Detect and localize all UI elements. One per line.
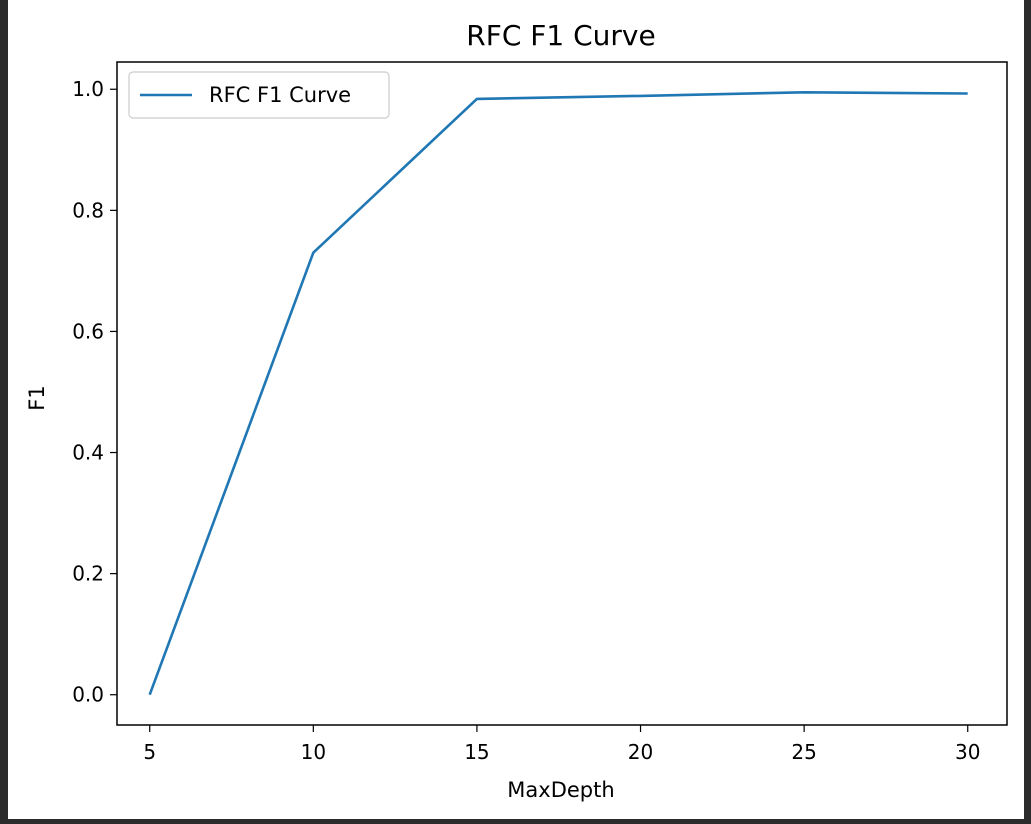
x-axis-label: MaxDepth [507, 778, 614, 802]
plot-area-frame [116, 61, 1008, 726]
x-tick-label: 10 [301, 740, 326, 764]
chart-title: RFC F1 Curve [466, 19, 655, 52]
legend-box [128, 71, 390, 119]
x-tick-label: 25 [791, 740, 816, 764]
legend-label: RFC F1 Curve [209, 83, 351, 107]
x-axis-ticks: 5 10 15 20 25 30 [143, 725, 980, 764]
y-axis-ticks: 0.0 0.2 0.4 0.6 0.8 1.0 [72, 77, 117, 707]
y-tick-label: 0.6 [72, 319, 104, 343]
x-tick-label: 5 [143, 740, 156, 764]
y-tick-label: 0.2 [72, 562, 104, 586]
series-layer [148, 91, 968, 696]
x-tick-label: 20 [628, 740, 653, 764]
y-tick-label: 0.8 [72, 198, 104, 222]
figure-canvas: RFC F1 Curve 5 10 15 20 25 30 0.0 0.2 0.4 0.6 0.8… [8, 0, 1024, 819]
y-tick-label: 0.4 [72, 441, 104, 465]
x-tick-label: 15 [464, 740, 489, 764]
legend: RFC F1 Curve [128, 71, 390, 119]
y-tick-label: 0.0 [72, 683, 104, 707]
y-axis-label: F1 [25, 385, 49, 410]
x-tick-label: 30 [955, 740, 980, 764]
line-chart: RFC F1 Curve 5 10 15 20 25 30 0.0 0.2 0.4 0.6 0.8… [25, 19, 1008, 802]
y-tick-label: 1.0 [72, 77, 104, 101]
series-line [148, 91, 968, 696]
